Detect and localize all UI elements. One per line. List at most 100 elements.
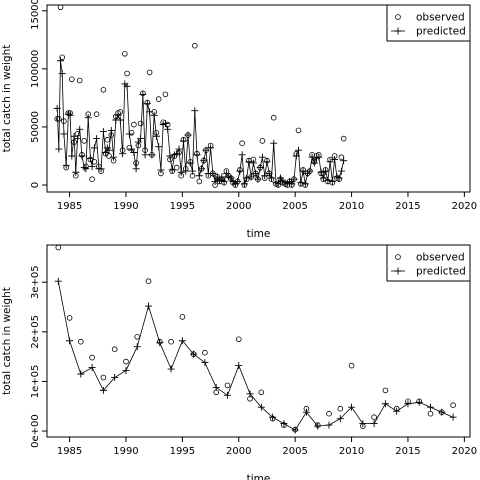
observed-point: [168, 338, 174, 345]
observed-point: [137, 120, 144, 127]
predicted-point: [173, 150, 181, 158]
predicted-point: [290, 175, 298, 183]
predicted-point: [198, 165, 206, 173]
observed-point: [54, 116, 60, 122]
observed-point: [134, 333, 141, 340]
observed-point: [61, 118, 67, 124]
legend-observed-label: observed: [416, 252, 465, 264]
observed-point: [100, 374, 107, 381]
predicted-point: [54, 277, 62, 285]
observed-point: [78, 338, 84, 345]
x-tick-label: 2010: [339, 446, 364, 457]
observed-point: [111, 346, 118, 353]
predicted-point: [178, 337, 186, 345]
observed-point: [427, 410, 434, 417]
legend-observed-marker: [395, 254, 401, 260]
observed-point: [337, 405, 344, 412]
x-tick-label: 2020: [452, 201, 477, 212]
predicted-point: [314, 422, 322, 430]
predicted-point: [337, 167, 345, 175]
legend: observed predicted: [386, 4, 471, 42]
predicted-point: [223, 391, 231, 399]
y-tick-label: 1e+05: [30, 365, 41, 399]
observed-point: [128, 130, 135, 136]
observed-point: [57, 4, 64, 11]
y-tick-label: 0: [30, 182, 41, 188]
observed-point: [55, 244, 62, 251]
predicted-point: [80, 164, 88, 172]
predicted-point: [166, 152, 174, 160]
predicted-point: [189, 167, 197, 175]
observed-point: [338, 154, 345, 161]
y-tick-label: 150000: [30, 0, 41, 30]
observed-point: [104, 136, 111, 143]
predicted-point: [322, 167, 330, 175]
predicted-point: [258, 153, 266, 161]
predicted-point: [209, 169, 217, 177]
predicted-point: [306, 167, 314, 175]
predicted-point: [267, 174, 275, 182]
observed-point: [91, 159, 98, 165]
x-tick-label: 1985: [57, 446, 82, 457]
predicted-point: [310, 159, 318, 167]
predicted-point: [143, 100, 151, 108]
predicted-point: [150, 111, 158, 119]
y-tick-label: 2e+05: [30, 315, 41, 349]
predicted-point: [97, 165, 105, 173]
legend: observed predicted: [386, 244, 471, 282]
predicted-point: [68, 152, 76, 160]
observed-point: [81, 138, 87, 144]
x-tick-label: 2000: [226, 446, 251, 457]
predicted-point: [211, 178, 219, 186]
predicted-point: [73, 135, 81, 143]
predicted-point: [252, 169, 260, 177]
x-tick-label: 2015: [395, 201, 420, 212]
predicted-point: [249, 159, 257, 167]
predicted-point: [182, 167, 190, 175]
predicted-point: [77, 370, 85, 378]
y-tick-label: 3e+05: [30, 265, 41, 299]
predicted-point: [270, 139, 278, 147]
observed-point: [146, 69, 153, 76]
x-tick-label: 1990: [113, 201, 138, 212]
predicted-point: [254, 175, 262, 183]
predicted-point: [53, 104, 61, 112]
predicted-point: [269, 413, 277, 421]
predicted-point: [348, 403, 356, 411]
observed-point: [162, 91, 169, 98]
observed-point: [59, 54, 65, 61]
predicted-point: [263, 158, 271, 166]
observed-point: [382, 387, 389, 394]
predicted-point: [64, 110, 72, 118]
predicted-point: [58, 70, 66, 78]
predicted-point: [381, 400, 389, 408]
legend-predicted-label: predicted: [416, 26, 466, 38]
predicted-point: [88, 364, 96, 372]
predicted-point: [72, 168, 80, 176]
observed-point: [259, 138, 266, 144]
observed-point: [340, 135, 347, 142]
predicted-point: [359, 420, 367, 428]
predicted-point: [393, 407, 401, 415]
observed-point: [89, 176, 95, 183]
predicted-point: [156, 339, 164, 347]
predicted-point: [280, 420, 288, 428]
predicted-point: [76, 125, 84, 133]
legend-observed-label: observed: [416, 12, 465, 24]
predicted-point: [301, 180, 309, 188]
observed-point: [173, 164, 180, 171]
observed-point: [348, 362, 355, 369]
observed-point: [196, 178, 203, 185]
predicted-point: [146, 108, 154, 116]
predicted-point: [295, 146, 303, 154]
predicted-point: [319, 174, 327, 182]
observed-point: [258, 389, 265, 396]
plot-frame: [46, 4, 471, 193]
predicted-point: [315, 153, 323, 161]
predicted-point: [99, 386, 107, 394]
predicted-point: [370, 420, 378, 428]
predicted-point: [132, 165, 140, 173]
predicted-point: [161, 119, 169, 127]
predicted-point: [212, 383, 220, 391]
